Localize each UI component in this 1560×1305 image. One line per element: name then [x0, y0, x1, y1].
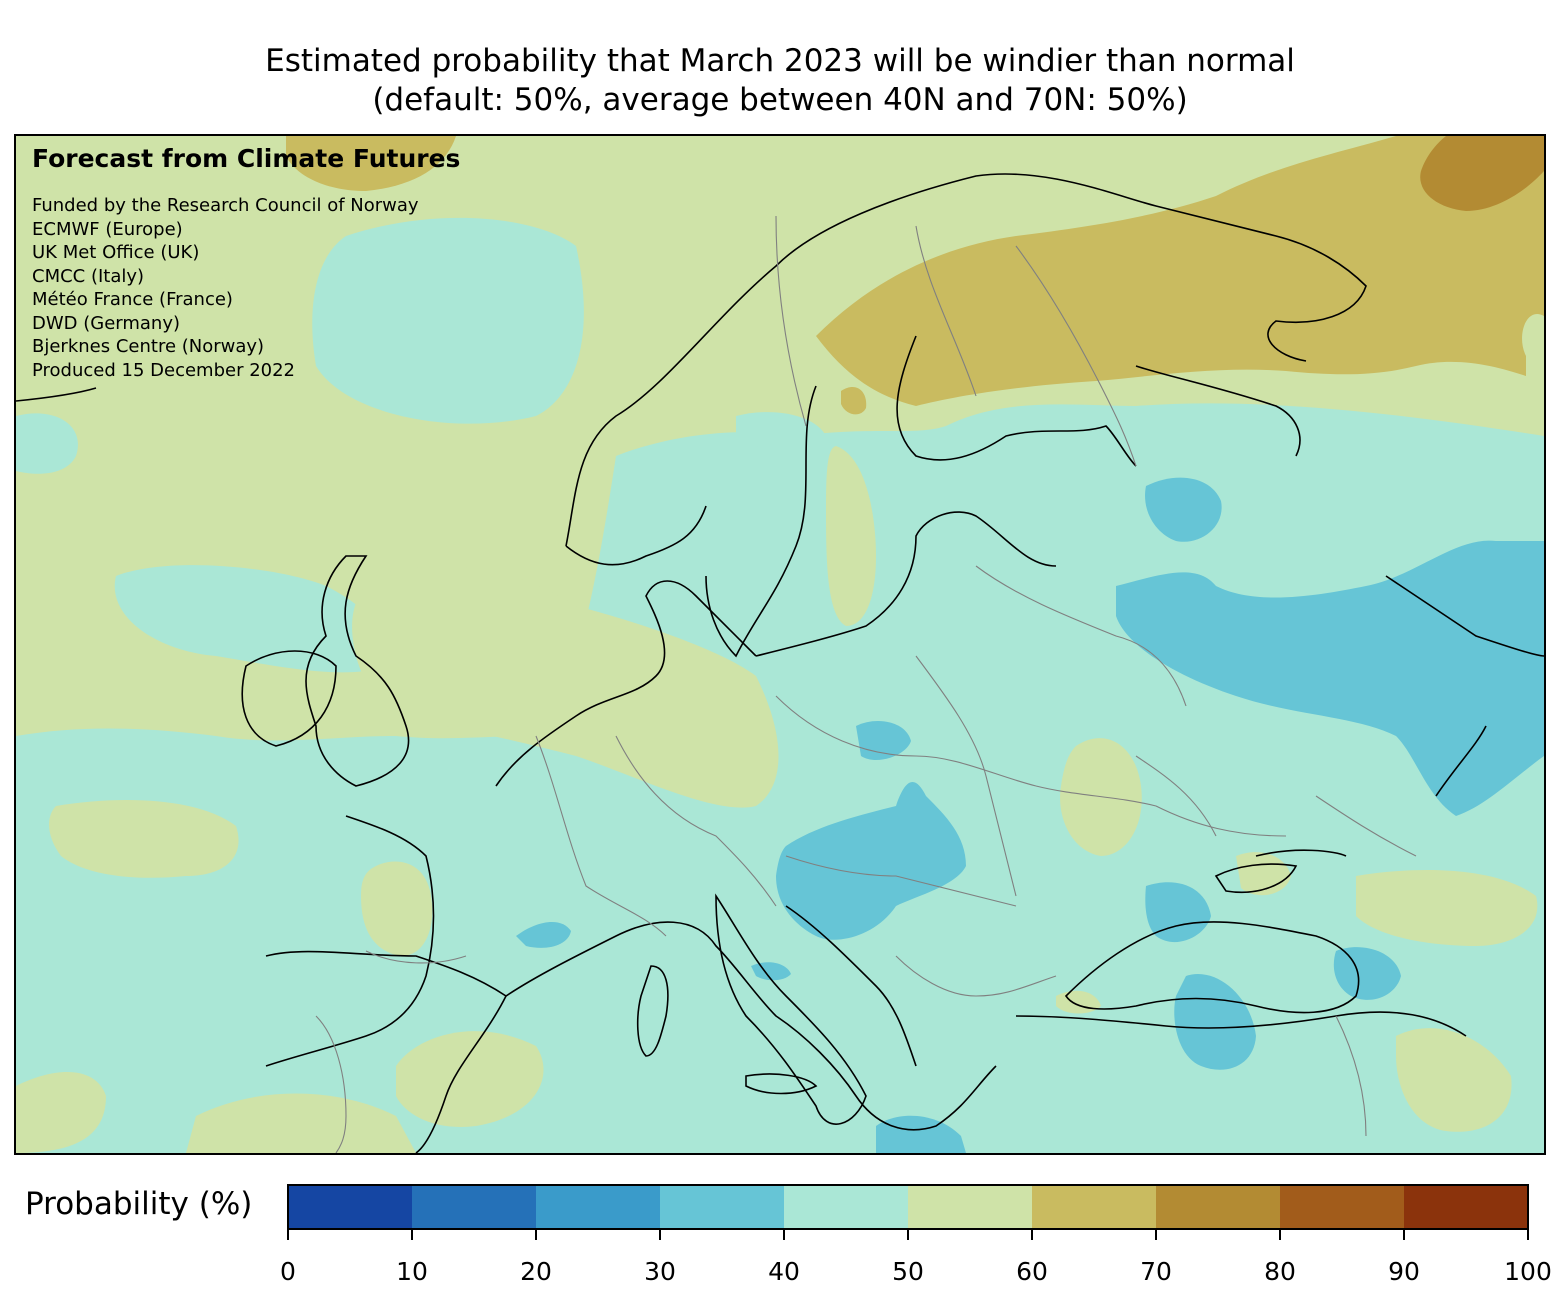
credit-line: Produced 15 December 2022 — [32, 359, 296, 381]
colorbar-bin — [288, 1185, 413, 1229]
colorbar-bin — [1404, 1185, 1529, 1229]
colorbar-label: Probability (%) — [25, 1186, 253, 1222]
probability-50-60-regions — [16, 446, 1538, 1153]
credit-line: DWD (Germany) — [32, 312, 181, 334]
colorbar-bin — [908, 1185, 1033, 1229]
credit-line: UK Met Office (UK) — [32, 242, 200, 263]
norway-south-coast — [565, 505, 707, 566]
caspian-coast — [1435, 725, 1487, 797]
scandinavia-coast — [565, 173, 1367, 547]
baltic-coast — [755, 511, 1057, 657]
colorbar — [287, 1184, 1529, 1240]
turkey-coast — [1015, 1011, 1467, 1037]
country-borders — [315, 215, 1417, 1153]
colorbar-bin — [536, 1185, 661, 1229]
credits-list: Funded by the Research Council of Norway… — [32, 194, 419, 382]
credit-line: Météo France (France) — [32, 289, 233, 310]
iberia-coast — [265, 950, 508, 1153]
map-title-line-1: Estimated probability that March 2023 wi… — [265, 43, 1295, 79]
colorbar-bin — [1280, 1185, 1405, 1229]
white-sea-coast — [1135, 365, 1301, 457]
probability-map: Forecast from Climate Futures Funded by … — [14, 134, 1546, 1155]
credit-line: ECMWF (Europe) — [32, 218, 183, 240]
credit-line: CMCC (Italy) — [32, 265, 145, 287]
uk-coast — [305, 555, 410, 787]
sardinia-corsica-coast — [636, 965, 669, 1057]
colorbar-tick-label: 10 — [396, 1257, 428, 1286]
colorbar-tick-label: 70 — [1140, 1257, 1172, 1286]
map-title-line-2: (default: 50%, average between 40N and 7… — [372, 82, 1188, 118]
colorbar-bin — [412, 1185, 537, 1229]
colorbar-bin — [1032, 1185, 1157, 1229]
sweden-coast — [705, 385, 817, 658]
colorbar-tick-label: 0 — [280, 1257, 296, 1286]
finland-coast — [896, 335, 1137, 467]
colorbar-tick-label: 20 — [520, 1257, 552, 1286]
sicily-coast — [745, 1073, 818, 1095]
probability-70-80-regions — [1420, 136, 1544, 211]
colorbar-tick-label: 60 — [1016, 1257, 1048, 1286]
iceland-coast — [16, 387, 97, 402]
colorbar-tick-label: 90 — [1388, 1257, 1420, 1286]
black-sea-coast — [1064, 921, 1360, 1014]
probability-60-70-regions — [286, 136, 1544, 415]
italy-coast — [715, 893, 867, 1125]
colorbar-bin — [1156, 1185, 1281, 1229]
credit-line: Bjerknes Centre (Norway) — [32, 336, 265, 357]
colorbar-tick-label: 80 — [1264, 1257, 1296, 1286]
colorbar-ticks — [287, 1229, 1529, 1240]
colorbar-tick-label: 30 — [644, 1257, 676, 1286]
colorbar-bin — [660, 1185, 785, 1229]
russia-north-coast — [1385, 575, 1544, 657]
map-canvas — [16, 136, 1544, 1153]
coastlines — [16, 173, 1544, 1153]
med-north-coast — [505, 921, 997, 1131]
france-atlantic-coast — [265, 815, 435, 1067]
balkan-adriatic-coast — [785, 905, 917, 1067]
sea-of-azov-coast — [1255, 849, 1347, 857]
colorbar-tick-label: 50 — [892, 1257, 924, 1286]
colorbar-tick-label: 100 — [1504, 1257, 1552, 1286]
forecast-brand: Forecast from Climate Futures — [32, 144, 461, 173]
credit-line: Funded by the Research Council of Norway — [32, 195, 419, 216]
ireland-coast — [241, 650, 337, 747]
colorbar-tick-label: 40 — [768, 1257, 800, 1286]
colorbar-bins — [288, 1185, 1529, 1229]
north-sea-continental-coast — [495, 580, 757, 787]
crimea-coast — [1214, 863, 1298, 894]
colorbar-bin — [784, 1185, 909, 1229]
